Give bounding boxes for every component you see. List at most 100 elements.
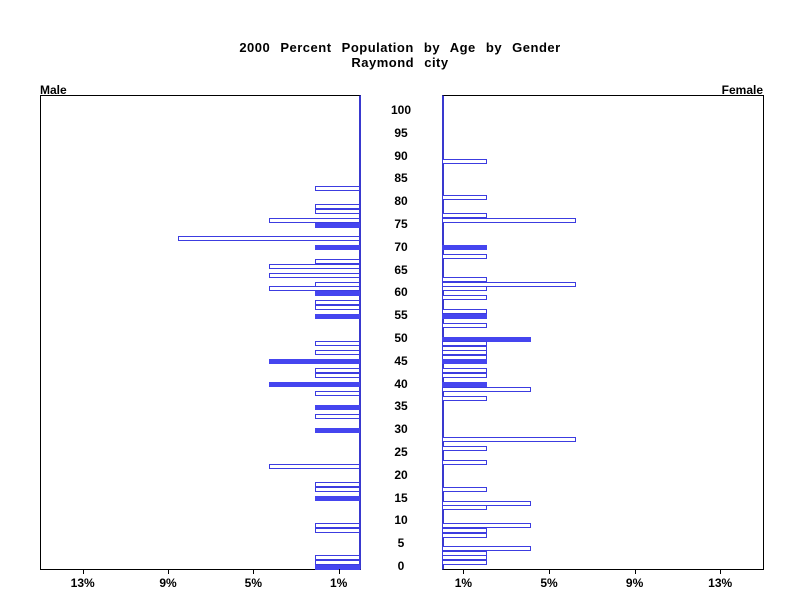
bar-female-age-8 (442, 528, 487, 534)
percent-tick-label: 13% (70, 576, 95, 590)
bar-female-age-59 (442, 295, 487, 301)
bar-female-age-61 (442, 286, 487, 292)
age-tick-label: 15 (394, 490, 408, 505)
percent-tick-label: 9% (159, 576, 177, 590)
bar-male-age-33 (314, 414, 360, 420)
bar-female-age-42 (442, 372, 487, 378)
age-tick-label: 85 (394, 171, 408, 186)
bar-female-age-48 (442, 345, 487, 351)
bar-female-age-49 (442, 341, 487, 347)
female-axis-header: Female (721, 83, 763, 97)
bar-female-age-50 (442, 336, 532, 342)
bar-male-age-57 (314, 304, 360, 310)
bar-male-age-30 (314, 427, 360, 433)
bar-male-age-47 (314, 350, 360, 356)
bar-female-age-1 (442, 559, 487, 565)
bar-male-age-55 (314, 313, 360, 319)
bar-female-age-56 (442, 309, 487, 315)
age-tick-label: 95 (394, 125, 408, 140)
percent-tick-mark (549, 569, 550, 574)
age-tick-label: 30 (394, 422, 408, 437)
chart-title-line1: 2000 Percent Population by Age by Gender (239, 40, 561, 55)
bar-female-age-14 (442, 500, 532, 506)
bar-male-age-2 (314, 555, 360, 561)
bar-male-age-40 (269, 382, 360, 388)
age-tick-label: 50 (394, 331, 408, 345)
percent-tick-mark (168, 569, 169, 574)
bar-female-age-89 (442, 158, 487, 164)
percent-tick-label: 9% (625, 576, 644, 590)
bar-female-age-23 (442, 459, 487, 465)
bar-female-age-7 (442, 532, 487, 538)
bar-female-age-40 (442, 382, 487, 388)
bar-male-age-0 (314, 564, 360, 570)
bar-female-age-28 (442, 436, 576, 442)
bar-female-age-37 (442, 395, 487, 401)
bar-female-age-81 (442, 195, 487, 201)
bar-male-age-15 (314, 496, 360, 502)
bar-female-age-3 (442, 550, 487, 556)
bar-male-age-66 (269, 263, 360, 269)
age-tick-label: 45 (394, 353, 408, 368)
age-tick-label: 60 (394, 285, 408, 300)
bar-male-age-17 (314, 486, 360, 492)
age-tick-label: 70 (394, 239, 408, 254)
percent-tick-label: 5% (540, 576, 558, 590)
bar-male-age-35 (314, 404, 360, 410)
age-tick-label: 80 (394, 194, 408, 209)
chart-title-line2: Raymond city (351, 55, 449, 70)
bar-male-age-43 (314, 368, 360, 374)
bar-male-age-22 (269, 464, 360, 470)
bar-male-age-61 (269, 286, 360, 292)
bar-female-age-4 (442, 546, 532, 552)
age-tick-label: 55 (394, 308, 408, 323)
bar-female-age-68 (442, 254, 487, 260)
bar-male-age-79 (314, 204, 360, 210)
percent-tick-label: 13% (708, 576, 733, 590)
percent-tick-mark (463, 569, 465, 574)
bar-female-age-46 (442, 354, 487, 360)
bar-male-age-38 (314, 391, 360, 397)
percent-tick-label: 5% (244, 576, 262, 590)
age-tick-label: 65 (394, 262, 408, 277)
female-panel (442, 95, 764, 570)
percent-tick-mark (720, 569, 722, 574)
bar-female-age-39 (442, 386, 532, 392)
bar-female-age-76 (442, 217, 576, 223)
bar-male-age-76 (269, 217, 360, 223)
bar-female-age-45 (442, 359, 487, 365)
bar-male-age-64 (269, 272, 360, 278)
percent-tick-mark (82, 569, 84, 574)
bar-female-age-43 (442, 368, 487, 374)
bar-female-age-47 (442, 350, 487, 356)
bar-female-age-77 (442, 213, 487, 219)
bar-male-age-9 (314, 523, 360, 529)
percent-tick-mark (338, 569, 340, 574)
percent-tick-mark (253, 569, 255, 574)
bar-male-age-62 (314, 281, 360, 287)
bar-male-age-70 (314, 245, 360, 251)
chart-title: 2000 Percent Population by Age by Gender… (0, 40, 800, 70)
age-tick-label: 10 (394, 513, 408, 528)
bar-male-age-58 (314, 300, 360, 306)
bar-male-age-60 (314, 290, 360, 296)
bar-female-age-2 (442, 555, 487, 561)
bar-female-age-62 (442, 281, 576, 287)
bar-male-age-42 (314, 372, 360, 378)
age-tick-label: 25 (394, 445, 408, 459)
age-tick-label: 0 (397, 559, 405, 573)
bar-male-age-75 (314, 222, 360, 228)
bar-male-age-1 (314, 559, 360, 565)
bar-male-age-67 (314, 258, 360, 264)
age-tick-label: 90 (394, 148, 408, 163)
bar-male-age-8 (314, 528, 360, 534)
bar-female-age-9 (442, 523, 532, 529)
bar-female-age-55 (442, 313, 487, 319)
male-axis-header: Male (40, 83, 67, 97)
age-tick-label: 100 (390, 103, 412, 117)
age-tick-label: 5 (397, 536, 405, 551)
age-tick-label: 40 (394, 376, 408, 391)
bar-female-age-63 (442, 277, 487, 283)
male-panel (40, 95, 361, 570)
